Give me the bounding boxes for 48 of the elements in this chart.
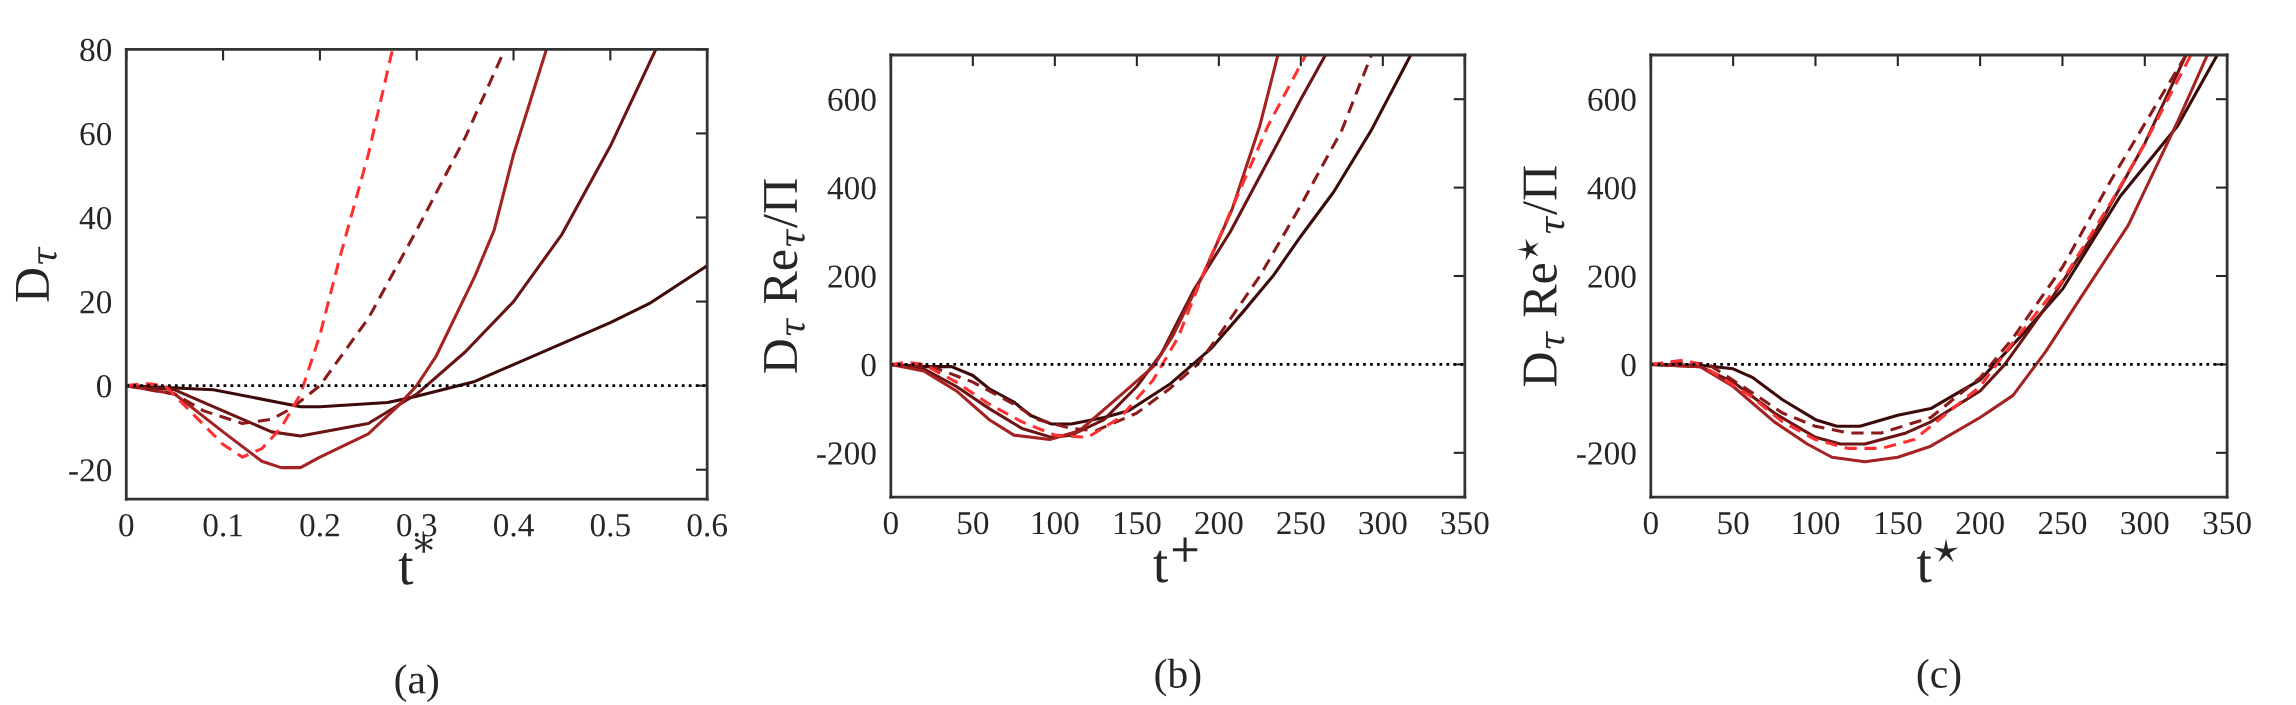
x-tick-label: 50 [958, 511, 989, 535]
text: (a) [395, 664, 439, 703]
text: (b) [1155, 658, 1201, 697]
y-tick-label: 400 [1587, 177, 1636, 200]
y-tick-label: 40 [79, 206, 112, 230]
x-tick-label: 0.5 [590, 513, 630, 537]
y-axis-title: D$_{τ}$ [15, 246, 57, 302]
y-tick-label: 200 [1588, 265, 1636, 288]
x-tick-label: 150 [1875, 511, 1922, 535]
x-tick-label: 150 [1114, 511, 1161, 535]
y-axis-title: D$_{τ}$ Re$^{⋆}$$_{τ}$/Π [1517, 166, 1565, 387]
x-tick-label: 300 [2121, 511, 2169, 535]
x-tick-label: 0.2 [300, 513, 339, 537]
y-tick-label: 0 [97, 375, 112, 398]
x-tick-label: 0.1 [203, 513, 242, 537]
x-tick-label: 200 [1956, 511, 2004, 535]
x-tick-label: 350 [2203, 511, 2251, 535]
y-tick-label: 0 [1621, 353, 1636, 377]
y-tick-label: -20 [69, 459, 112, 482]
y-tick-label: 60 [80, 122, 112, 146]
x-axis-title: t$^{⋆}$ [1917, 538, 1959, 583]
x-tick-label: 250 [1277, 511, 1325, 535]
x-axis-title: t$^{+}$ [1153, 537, 1198, 583]
x-tick-label: 50 [1718, 511, 1749, 535]
x-tick-label: 0 [119, 513, 134, 537]
x-tick-label: 100 [1793, 511, 1840, 535]
y-tick-label: 200 [828, 265, 876, 288]
y-tick-label: 20 [80, 290, 112, 314]
text: (c) [1917, 658, 1961, 697]
x-tick-label: 350 [1441, 511, 1489, 535]
x-tick-label: 0.6 [687, 513, 728, 537]
y-tick-label: 400 [827, 177, 876, 200]
y-tick-label: -200 [817, 442, 876, 465]
x-tick-label: 0 [883, 511, 898, 535]
line-series [126, 49, 395, 459]
x-tick-label: 200 [1195, 511, 1243, 535]
x-tick-label: 0.4 [493, 513, 534, 537]
y-axis-title: D$_{τ}$ Re$_{τ}$/Π [763, 179, 805, 373]
y-tick-label: -200 [1577, 442, 1636, 465]
x-tick-label: 0.3 [397, 513, 437, 537]
y-tick-label: 600 [828, 88, 876, 112]
y-tick-label: 0 [861, 353, 876, 377]
x-tick-label: 100 [1032, 511, 1079, 535]
x-tick-label: 0 [1643, 511, 1658, 535]
y-tick-label: 600 [1588, 88, 1636, 112]
x-tick-label: 250 [2038, 511, 2087, 535]
x-tick-label: 300 [1359, 511, 1407, 535]
y-tick-label: 80 [80, 38, 112, 62]
